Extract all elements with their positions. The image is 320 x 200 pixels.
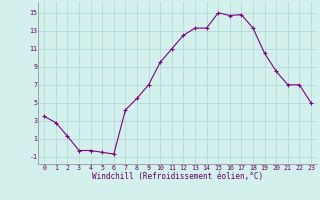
X-axis label: Windchill (Refroidissement éolien,°C): Windchill (Refroidissement éolien,°C): [92, 172, 263, 181]
